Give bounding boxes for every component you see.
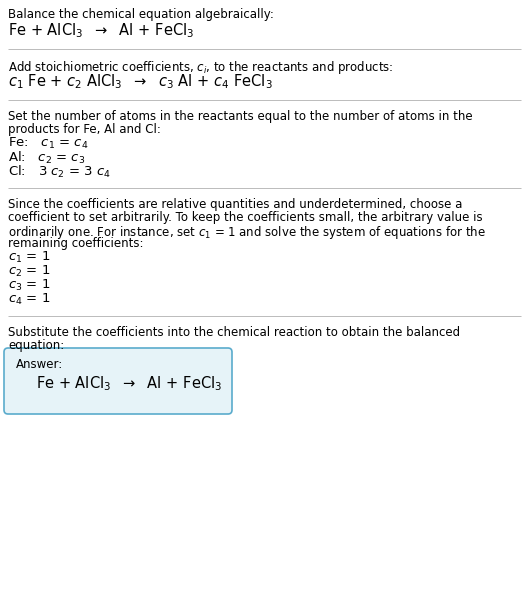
Text: Fe + AlCl$_3$  $\rightarrow$  Al + FeCl$_3$: Fe + AlCl$_3$ $\rightarrow$ Al + FeCl$_3… — [36, 374, 222, 393]
Text: $c_1$ Fe + $c_2$ AlCl$_3$  $\rightarrow$  $c_3$ Al + $c_4$ FeCl$_3$: $c_1$ Fe + $c_2$ AlCl$_3$ $\rightarrow$ … — [8, 72, 272, 90]
Text: Since the coefficients are relative quantities and underdetermined, choose a: Since the coefficients are relative quan… — [8, 198, 462, 211]
Text: Set the number of atoms in the reactants equal to the number of atoms in the: Set the number of atoms in the reactants… — [8, 110, 472, 123]
Text: Substitute the coefficients into the chemical reaction to obtain the balanced: Substitute the coefficients into the che… — [8, 326, 460, 339]
Text: $c_2$ = 1: $c_2$ = 1 — [8, 264, 50, 279]
Text: $c_4$ = 1: $c_4$ = 1 — [8, 292, 50, 307]
Text: equation:: equation: — [8, 339, 64, 352]
Text: remaining coefficients:: remaining coefficients: — [8, 237, 143, 250]
Text: ordinarily one. For instance, set $c_1$ = 1 and solve the system of equations fo: ordinarily one. For instance, set $c_1$ … — [8, 224, 486, 241]
Text: Balance the chemical equation algebraically:: Balance the chemical equation algebraica… — [8, 8, 274, 21]
Text: $c_1$ = 1: $c_1$ = 1 — [8, 250, 50, 265]
Text: Al:   $c_2$ = $c_3$: Al: $c_2$ = $c_3$ — [8, 150, 85, 166]
Text: coefficient to set arbitrarily. To keep the coefficients small, the arbitrary va: coefficient to set arbitrarily. To keep … — [8, 211, 482, 224]
FancyBboxPatch shape — [4, 348, 232, 414]
Text: Answer:: Answer: — [16, 358, 63, 371]
Text: $c_3$ = 1: $c_3$ = 1 — [8, 278, 50, 293]
Text: Fe + AlCl$_3$  $\rightarrow$  Al + FeCl$_3$: Fe + AlCl$_3$ $\rightarrow$ Al + FeCl$_3… — [8, 21, 194, 39]
Text: Fe:   $c_1$ = $c_4$: Fe: $c_1$ = $c_4$ — [8, 136, 88, 151]
Text: products for Fe, Al and Cl:: products for Fe, Al and Cl: — [8, 123, 161, 136]
Text: Cl:   3 $c_2$ = 3 $c_4$: Cl: 3 $c_2$ = 3 $c_4$ — [8, 164, 111, 180]
Text: Add stoichiometric coefficients, $c_i$, to the reactants and products:: Add stoichiometric coefficients, $c_i$, … — [8, 59, 394, 76]
